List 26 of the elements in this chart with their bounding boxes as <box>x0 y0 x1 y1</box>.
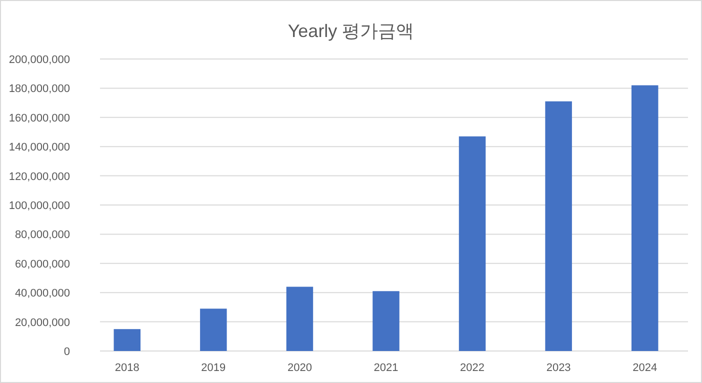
x-tick-label: 2019 <box>201 362 226 374</box>
y-tick-label: 20,000,000 <box>14 316 70 329</box>
y-tick-label: 200,000,000 <box>8 54 70 66</box>
y-tick-label: 40,000,000 <box>14 288 70 300</box>
bar <box>458 136 486 351</box>
bar <box>200 308 227 351</box>
bar <box>631 85 658 351</box>
y-tick-label: 140,000,000 <box>8 142 70 154</box>
y-tick-label: 120,000,000 <box>8 170 70 183</box>
x-tick-label: 2024 <box>632 362 658 374</box>
y-tick-label: 180,000,000 <box>8 83 70 96</box>
x-tick-label: 2021 <box>374 362 398 374</box>
chart-title: Yearly 평가금액 <box>288 21 414 41</box>
x-tick-label: 2022 <box>460 362 485 374</box>
y-tick-label: 160,000,000 <box>8 112 70 124</box>
bar <box>372 291 400 351</box>
bar <box>114 329 141 351</box>
y-tick-label: 80,000,000 <box>14 229 70 242</box>
y-tick-label: 60,000,000 <box>14 258 70 270</box>
x-tick-label: 2018 <box>114 362 140 374</box>
y-tick-label: 100,000,000 <box>8 200 70 212</box>
x-tick-label: 2020 <box>287 362 312 374</box>
y-tick-label: 0 <box>64 346 70 358</box>
x-tick-label: 2023 <box>546 362 571 374</box>
bar <box>286 286 314 351</box>
bar <box>545 101 572 351</box>
